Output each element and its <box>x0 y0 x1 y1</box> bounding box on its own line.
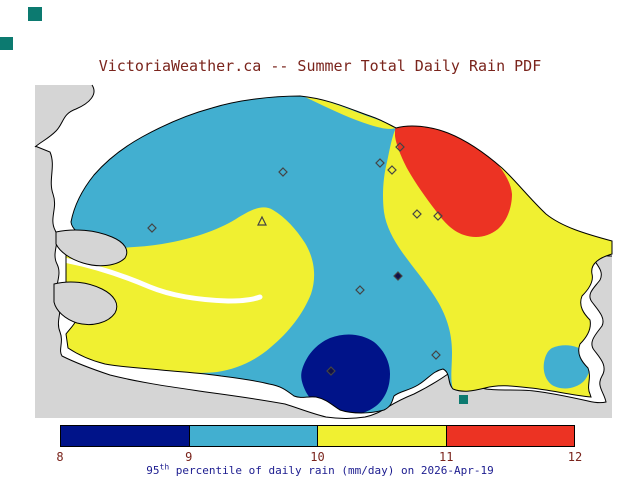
land-corner-northwest <box>35 85 95 147</box>
land-peninsula-upper <box>55 229 128 267</box>
station-marker-diamond <box>433 211 443 221</box>
land-margin <box>35 146 612 419</box>
caption-text: percentile of daily rain (mm/day) on 202… <box>169 464 494 477</box>
station-marker-diamond <box>387 165 397 175</box>
colorbar-ticks: 8 9 10 11 12 <box>56 450 582 464</box>
artifact-square <box>28 7 42 21</box>
station-marker-diamond <box>355 285 365 295</box>
land-corner-northwest-coastline <box>34 84 95 148</box>
station-markers <box>147 142 443 376</box>
station-marker-diamond-filled <box>393 271 403 281</box>
station-marker-diamond <box>412 209 422 219</box>
colorbar-tick-label: 8 <box>56 450 64 464</box>
colorbar-segment-8-9 <box>61 426 189 446</box>
artifact-square <box>0 37 13 50</box>
station-marker-diamond <box>431 350 441 360</box>
colorbar-segment-11-12 <box>445 426 574 446</box>
rainfall-field <box>65 96 613 413</box>
zone-yellow-east-10-11 <box>305 97 612 397</box>
colorbar-tick-label: 10 <box>310 450 325 464</box>
station-marker-triangle <box>257 215 267 226</box>
zone-navy-8-9 <box>301 334 390 413</box>
station-marker-diamond-filled <box>326 366 336 376</box>
land-peninsula-lower <box>53 281 118 326</box>
zone-cyan-southeast-9-10 <box>543 345 590 389</box>
inlet-channel <box>65 257 263 304</box>
colorbar-segment-10-11 <box>317 426 446 446</box>
station-marker-diamond <box>147 223 157 233</box>
artifact-square <box>459 395 468 404</box>
caption-superscript: th <box>159 462 170 472</box>
station-marker-diamond <box>395 142 405 152</box>
colorbar-segment-9-10 <box>188 426 317 446</box>
colorbar-tick-label: 11 <box>439 450 454 464</box>
colorbar-caption: 95th percentile of daily rain (mm/day) o… <box>0 462 640 477</box>
artifact-squares <box>0 7 468 404</box>
station-marker-diamond <box>278 167 288 177</box>
zone-yellow-west-10-11 <box>65 207 315 373</box>
colorbar-tick-label: 12 <box>567 450 583 464</box>
page-title: VictoriaWeather.ca -- Summer Total Daily… <box>98 57 542 75</box>
station-marker-diamond <box>375 158 385 168</box>
colorbar-tick-label: 9 <box>185 450 193 464</box>
caption-number: 95 <box>146 464 160 477</box>
colorbar <box>60 425 575 447</box>
